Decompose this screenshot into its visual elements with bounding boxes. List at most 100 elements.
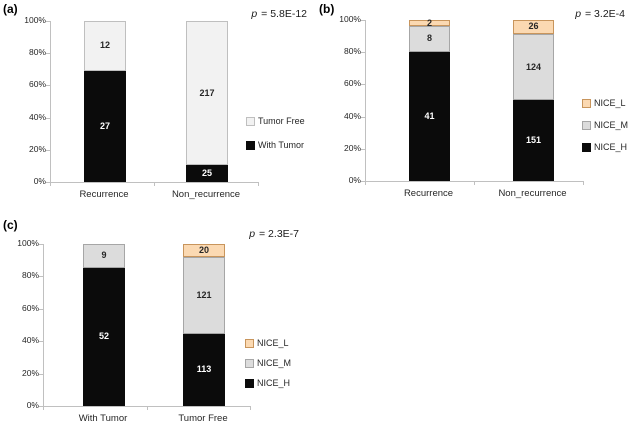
legend-label: With Tumor xyxy=(258,140,305,150)
y-axis-tick-mark xyxy=(39,341,43,343)
bar-value-label: 12 xyxy=(99,40,110,51)
legend-label: NICE_M xyxy=(594,120,629,130)
bar-segment-nice-m: 9 xyxy=(83,244,125,268)
y-axis-tick-label: 60% xyxy=(343,78,361,89)
panel-a-label: (a) xyxy=(3,2,18,16)
p-value-a: p = 5.8E-12 xyxy=(251,8,307,20)
bar-value-label: 113 xyxy=(196,364,212,375)
p-value-text: = 2.3E-7 xyxy=(256,228,299,240)
stacked-bar-non-recurrence: 217 25 xyxy=(186,21,228,182)
bar-segment-with-tumor: 25 xyxy=(186,165,228,182)
y-axis-tick-mark xyxy=(39,406,43,407)
y-axis-tick-label: 40% xyxy=(28,111,46,122)
p-symbol: p xyxy=(251,8,258,20)
legend-item-nice-h: NICE_H xyxy=(582,142,627,152)
stacked-bar-recurrence: 12 27 xyxy=(84,21,126,182)
bar-value-label: 8 xyxy=(426,33,432,44)
panel-b: (b) p = 3.2E-4 2 8 41 26 124 151 0% 20% 40% 60% 8… xyxy=(315,0,630,214)
legend-swatch-nice-l xyxy=(245,338,254,348)
stacked-bar-tumor-free: 20 121 113 xyxy=(183,244,225,406)
legend-item-nice-h: NICE_H xyxy=(245,378,290,388)
bar-value-label: 2 xyxy=(426,17,432,28)
bar-value-label: 52 xyxy=(98,331,109,342)
bar-value-label: 217 xyxy=(199,87,215,98)
y-axis-tick-label: 100% xyxy=(17,238,39,248)
y-axis-tick-mark xyxy=(46,117,50,119)
legend-item-with-tumor: With Tumor xyxy=(246,140,304,150)
stacked-bar-non-recurrence: 26 124 151 xyxy=(513,20,554,181)
bar-segment-nice-h: 41 xyxy=(409,51,450,181)
p-value-c: p = 2.3E-7 xyxy=(249,228,299,240)
legend-label: NICE_L xyxy=(594,98,626,108)
bar-segment-nice-m: 124 xyxy=(513,33,554,101)
category-label: Recurrence xyxy=(403,188,454,199)
y-axis-tick-label: 60% xyxy=(28,79,46,90)
bar-segment-nice-l: 26 xyxy=(513,20,554,34)
x-axis-tick-mark xyxy=(43,406,44,410)
y-axis-tick-mark xyxy=(361,84,365,86)
bar-segment-nice-m: 121 xyxy=(183,256,225,334)
p-value-text: = 5.8E-12 xyxy=(258,8,307,20)
bar-segment-nice-h: 52 xyxy=(83,267,125,406)
bar-value-label: 25 xyxy=(201,168,212,179)
legend-swatch-with-tumor xyxy=(246,140,255,150)
y-axis-tick-mark xyxy=(46,85,50,87)
y-axis-tick-mark xyxy=(39,276,43,278)
p-symbol: p xyxy=(249,228,256,240)
category-label: With Tumor xyxy=(78,413,128,424)
y-axis-tick-label: 0% xyxy=(348,175,361,185)
bar-value-label: 20 xyxy=(198,244,209,255)
bar-segment-nice-l: 20 xyxy=(183,244,225,257)
y-axis-tick-label: 40% xyxy=(343,110,361,121)
panel-a: (a) p = 5.8E-12 12 27 217 25 0% 20% 40% 60% 80%… xyxy=(0,0,315,214)
bar-value-label: 124 xyxy=(525,61,542,72)
p-symbol: p xyxy=(575,8,582,20)
y-axis-tick-label: 80% xyxy=(343,46,361,57)
category-label: Non_recurrence xyxy=(498,188,567,199)
x-axis-tick-mark xyxy=(50,182,51,186)
panel-c: (c) p = 2.3E-7 9 52 20 121 113 0% 20% 40% 60% 80… xyxy=(0,214,315,427)
x-axis-tick-mark xyxy=(583,181,584,185)
x-axis-tick-mark xyxy=(365,181,366,185)
x-axis-tick-mark xyxy=(474,181,475,185)
stacked-bar-with-tumor: 9 52 xyxy=(83,244,125,406)
x-axis-tick-mark xyxy=(250,406,251,410)
y-axis-tick-label: 100% xyxy=(24,15,46,25)
bar-segment-tumor-free: 217 xyxy=(186,21,228,166)
y-axis-tick-label: 60% xyxy=(21,302,39,313)
y-axis-tick-label: 0% xyxy=(26,400,39,410)
y-axis-tick-label: 20% xyxy=(28,143,46,154)
bar-value-label: 41 xyxy=(424,110,435,121)
y-axis-tick-mark xyxy=(361,52,365,54)
y-axis-tick-mark xyxy=(39,244,43,245)
legend-label: NICE_H xyxy=(257,378,291,388)
y-axis-tick-mark xyxy=(39,308,43,310)
plot-area-a: 12 27 217 25 xyxy=(50,21,259,183)
p-value-text: = 3.2E-4 xyxy=(582,8,625,20)
y-axis-tick-mark xyxy=(361,20,365,21)
x-axis-tick-mark xyxy=(258,182,259,186)
legend-label: NICE_H xyxy=(594,142,628,152)
category-label: Recurrence xyxy=(79,189,129,200)
bar-value-label: 9 xyxy=(101,250,107,261)
y-axis-tick-mark xyxy=(46,53,50,55)
y-axis-tick-label: 40% xyxy=(21,335,39,346)
bar-segment-nice-l: 2 xyxy=(409,17,450,28)
y-axis-tick-label: 20% xyxy=(21,367,39,378)
y-axis-tick-label: 80% xyxy=(21,270,39,281)
legend-item-tumor-free: Tumor Free xyxy=(246,116,305,126)
bar-segment-nice-m: 8 xyxy=(409,26,450,52)
y-axis-tick-label: 80% xyxy=(28,47,46,58)
y-axis-tick-mark xyxy=(361,181,365,182)
panel-c-label: (c) xyxy=(3,218,18,232)
y-axis-tick-label: 20% xyxy=(343,142,361,153)
bar-segment-nice-h: 151 xyxy=(513,100,554,181)
bar-segment-tumor-free: 12 xyxy=(84,21,126,71)
x-axis-tick-mark xyxy=(146,406,148,410)
legend-item-nice-m: NICE_M xyxy=(582,120,628,130)
panel-b-label: (b) xyxy=(319,2,335,16)
bar-value-label: 26 xyxy=(528,21,539,32)
y-axis-tick-label: 100% xyxy=(339,14,361,24)
legend-label: NICE_L xyxy=(257,338,289,348)
